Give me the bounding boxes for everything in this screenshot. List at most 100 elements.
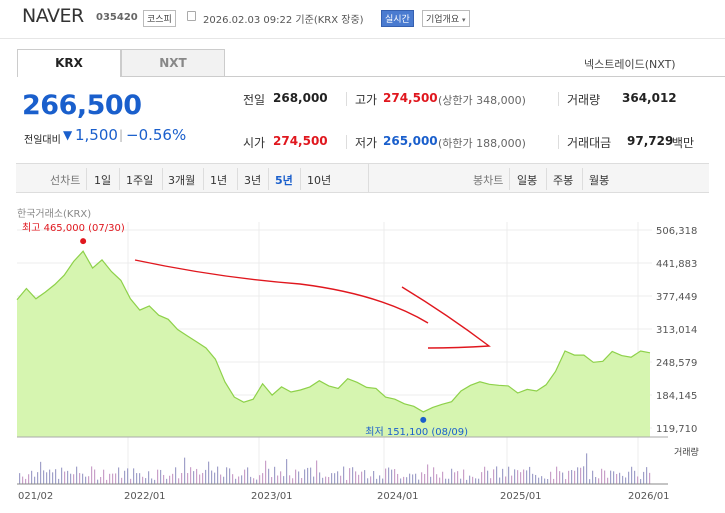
volume-bar bbox=[136, 473, 138, 484]
range-group-divider bbox=[368, 163, 369, 193]
range-10y[interactable]: 10년 bbox=[307, 174, 332, 187]
candle-weekly[interactable]: 주봉 bbox=[553, 174, 574, 187]
volume-bar bbox=[241, 475, 243, 484]
volume-bar bbox=[610, 470, 612, 484]
range-1w[interactable]: 1주일 bbox=[126, 174, 154, 187]
volume-bar bbox=[190, 467, 192, 484]
y-tick-label: 377,449 bbox=[656, 292, 697, 303]
volume-bar bbox=[592, 470, 594, 484]
volume-bar bbox=[604, 470, 606, 484]
volume-bar bbox=[175, 467, 177, 484]
volume-bar bbox=[628, 471, 630, 484]
volume-bar bbox=[460, 478, 462, 484]
volume-bar bbox=[283, 476, 285, 484]
volume-bar bbox=[361, 471, 363, 484]
max-marker bbox=[80, 238, 87, 245]
volume-bar bbox=[388, 467, 390, 484]
corp-overview-button[interactable]: 기업개요 ▾ bbox=[422, 10, 470, 27]
volume-bar bbox=[544, 478, 546, 484]
nxt-link[interactable]: 넥스트레이드(NXT) bbox=[584, 58, 676, 71]
volume-bar bbox=[19, 473, 21, 484]
volume-bar bbox=[67, 470, 69, 484]
prev-close-value: 268,000 bbox=[273, 91, 328, 105]
volume-bar bbox=[94, 469, 96, 484]
candle-chart-label[interactable]: 봉차트 bbox=[473, 174, 504, 187]
candle-monthly[interactable]: 월봉 bbox=[589, 174, 610, 187]
range-divider bbox=[86, 168, 87, 190]
volume-bar bbox=[211, 470, 213, 484]
live-badge[interactable]: 실시간 bbox=[381, 10, 414, 27]
volume-bar bbox=[541, 476, 543, 484]
volume-bar bbox=[412, 474, 414, 484]
volume-bar bbox=[157, 469, 159, 484]
volume-bar bbox=[400, 478, 402, 484]
volume-bar bbox=[439, 477, 441, 484]
volume-bar bbox=[547, 479, 549, 484]
candle-daily[interactable]: 일봉 bbox=[517, 174, 538, 187]
volume-bar bbox=[577, 467, 579, 484]
volume-bar bbox=[235, 478, 237, 484]
quote-datetime: 2026.02.03 09:22 기준(KRX 장중) bbox=[203, 15, 364, 26]
volume-bar bbox=[571, 470, 573, 484]
volume-bar bbox=[169, 475, 171, 484]
volume-bar bbox=[124, 470, 126, 484]
volume-bar bbox=[601, 468, 603, 484]
volume-bar bbox=[73, 474, 75, 484]
volume-bar bbox=[448, 478, 450, 484]
volume-bar bbox=[247, 467, 249, 484]
volume-bar bbox=[634, 470, 636, 484]
volume-bar bbox=[454, 472, 456, 484]
volume-label: 거래량 bbox=[674, 446, 699, 458]
volume-bar bbox=[256, 479, 258, 484]
volume-bar bbox=[229, 468, 231, 484]
volume-bar bbox=[112, 473, 114, 484]
volume-bar bbox=[259, 475, 261, 484]
volume-bars bbox=[19, 453, 651, 484]
range-3m[interactable]: 3개월 bbox=[168, 174, 196, 187]
volume-bar bbox=[631, 466, 633, 484]
high-label: 고가 bbox=[355, 93, 378, 107]
line-chart-label[interactable]: 선차트 bbox=[50, 174, 81, 187]
tab-nxt[interactable]: NXT bbox=[121, 49, 225, 77]
volume-bar bbox=[154, 479, 156, 484]
range-5y[interactable]: 5년 bbox=[275, 174, 293, 187]
volume-bar bbox=[451, 468, 453, 484]
volume-bar bbox=[532, 473, 534, 484]
volume-bar bbox=[505, 476, 507, 484]
volume-bar bbox=[280, 471, 282, 484]
volume-bar bbox=[58, 478, 60, 484]
annotation-arrow-head bbox=[401, 286, 491, 349]
volume-bar bbox=[232, 474, 234, 484]
y-axis: 506,318 441,883 377,449 313,014 248,579 184,1… bbox=[656, 226, 697, 435]
volume-bar bbox=[496, 466, 498, 484]
tab-krx[interactable]: KRX bbox=[17, 49, 121, 77]
volume-bar bbox=[313, 476, 315, 484]
range-divider bbox=[203, 168, 204, 190]
volume-bar bbox=[220, 474, 222, 484]
volume-bar bbox=[490, 478, 492, 484]
open-label: 시가 bbox=[243, 136, 266, 150]
volume-label: 거래량 bbox=[567, 93, 601, 107]
volume-bar bbox=[391, 469, 393, 484]
volume-bar bbox=[427, 464, 429, 484]
volume-bar bbox=[250, 476, 252, 484]
volume-bar bbox=[424, 473, 426, 484]
range-1y[interactable]: 1년 bbox=[210, 174, 228, 187]
volume-bar bbox=[130, 478, 132, 484]
volume-bar bbox=[223, 476, 225, 484]
volume-bar bbox=[508, 466, 510, 484]
open-value: 274,500 bbox=[273, 134, 328, 148]
volume-bar bbox=[166, 478, 168, 484]
volume-bar bbox=[91, 466, 93, 484]
volume-bar bbox=[355, 471, 357, 484]
volume-bar bbox=[292, 478, 294, 484]
volume-bar bbox=[193, 471, 195, 484]
min-annotation: 최저 151,100 (08/09) bbox=[365, 426, 468, 438]
volume-bar bbox=[115, 473, 117, 484]
annotation-arrow-line bbox=[134, 259, 429, 324]
range-3y[interactable]: 3년 bbox=[244, 174, 262, 187]
range-divider bbox=[119, 168, 120, 190]
range-1d[interactable]: 1일 bbox=[94, 174, 112, 187]
volume-bar bbox=[394, 469, 396, 484]
